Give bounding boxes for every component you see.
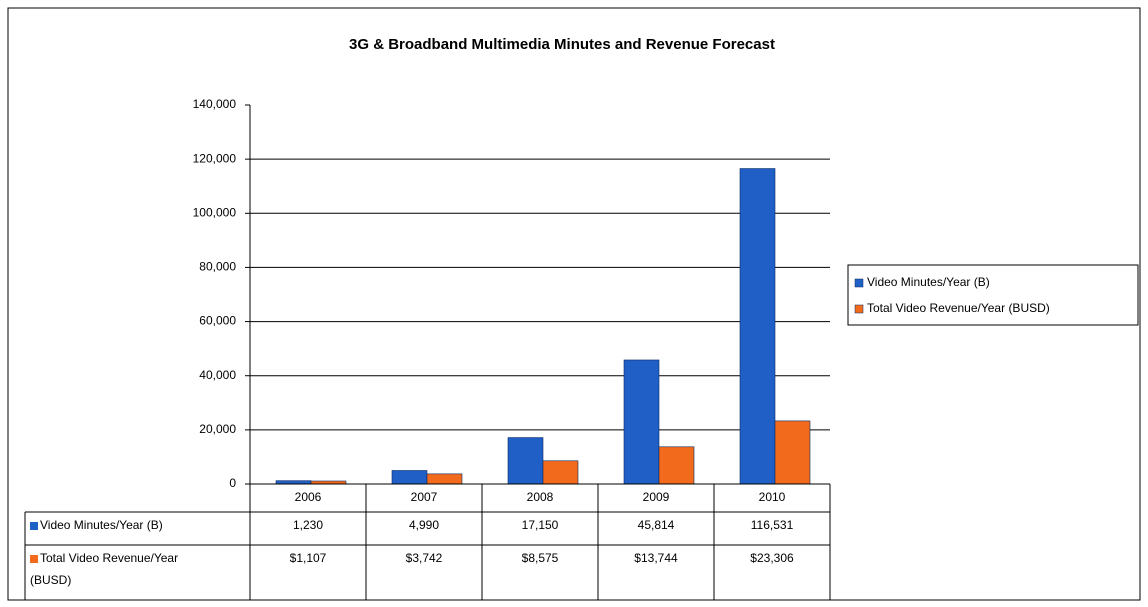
y-tick-label: 60,000: [199, 314, 236, 328]
table-cell: 1,230: [293, 518, 323, 532]
y-tick-label: 20,000: [199, 422, 236, 436]
table-cell: $3,742: [406, 551, 443, 565]
bar: [623, 359, 660, 485]
y-tick-label: 0: [229, 476, 236, 490]
legend-label: Total Video Revenue/Year (BUSD): [867, 301, 1050, 315]
y-tick-label: 100,000: [193, 205, 237, 219]
table-cell: $23,306: [750, 551, 794, 565]
table-row-label: Total Video Revenue/Year (BUSD): [30, 551, 178, 587]
table-cell: $8,575: [522, 551, 559, 565]
bar: [658, 446, 695, 485]
table-cell: 116,531: [751, 518, 794, 532]
table-row-label: Video Minutes/Year (B): [40, 518, 163, 532]
bar: [774, 420, 811, 485]
table-cell: 17,150: [522, 518, 559, 532]
legend-box: [847, 264, 1139, 326]
legend-swatch: [854, 278, 864, 288]
y-tick-label: 120,000: [193, 151, 237, 165]
table-cell: $13,744: [634, 551, 678, 565]
bar: [391, 470, 428, 485]
table-cell: 45,814: [638, 518, 675, 532]
bar: [426, 473, 463, 485]
bar: [542, 460, 579, 485]
x-tick-label: 2006: [295, 490, 322, 504]
bar: [507, 437, 544, 485]
y-tick-label: 80,000: [199, 260, 236, 274]
table-legend-swatch: [30, 522, 38, 530]
x-tick-label: 2007: [411, 490, 438, 504]
legend-label: Video Minutes/Year (B): [867, 275, 990, 289]
chart-title: 3G & Broadband Multimedia Minutes and Re…: [349, 36, 775, 53]
y-tick-label: 140,000: [193, 97, 237, 111]
x-tick-label: 2009: [643, 490, 670, 504]
legend-swatch: [854, 304, 864, 314]
x-tick-label: 2010: [759, 490, 786, 504]
table-legend-swatch: [30, 555, 38, 563]
bar: [739, 168, 776, 485]
y-tick-label: 40,000: [199, 368, 236, 382]
table-cell: $1,107: [290, 551, 327, 565]
x-tick-label: 2008: [527, 490, 554, 504]
table-cell: 4,990: [409, 518, 439, 532]
